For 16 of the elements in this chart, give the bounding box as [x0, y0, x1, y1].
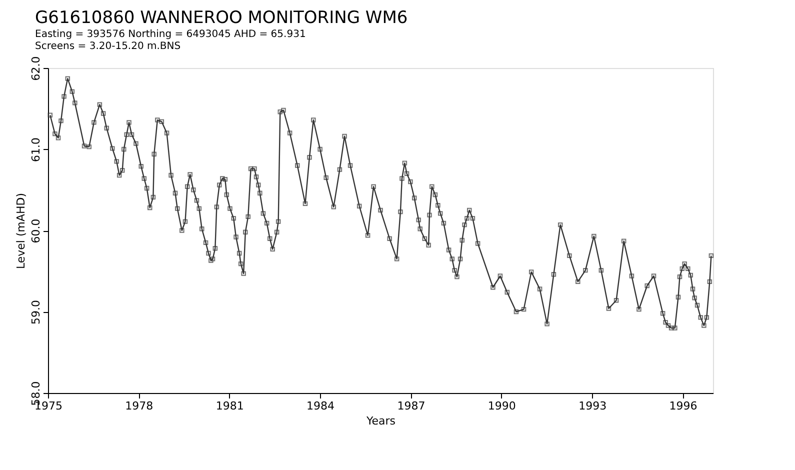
x-tick-label: 1984: [306, 400, 335, 412]
chart-subtitle: Easting = 393576 Northing = 6493045 AHD = 65.931: [35, 28, 306, 40]
x-tick-label: 1987: [397, 400, 426, 412]
x-tick-label: 1981: [216, 400, 244, 412]
y-tick-label: 59.0: [30, 300, 42, 324]
y-tick-label: 62.0: [30, 56, 42, 81]
x-axis-title: Years: [365, 414, 396, 428]
y-tick-label: 61.0: [30, 138, 42, 162]
x-tick-label: 1990: [488, 400, 516, 412]
chart-title: G61610860 WANNEROO MONITORING WM6: [35, 8, 408, 28]
y-tick-label: 60.0: [30, 218, 42, 244]
x-tick-label: 1978: [125, 400, 154, 412]
x-tick-label: 1996: [669, 400, 698, 412]
y-axis-title: Level (mAHD): [14, 192, 28, 270]
x-tick-label: 1993: [578, 400, 607, 412]
text: Screens = 3.20-15.20 m.BNS: [35, 40, 181, 52]
